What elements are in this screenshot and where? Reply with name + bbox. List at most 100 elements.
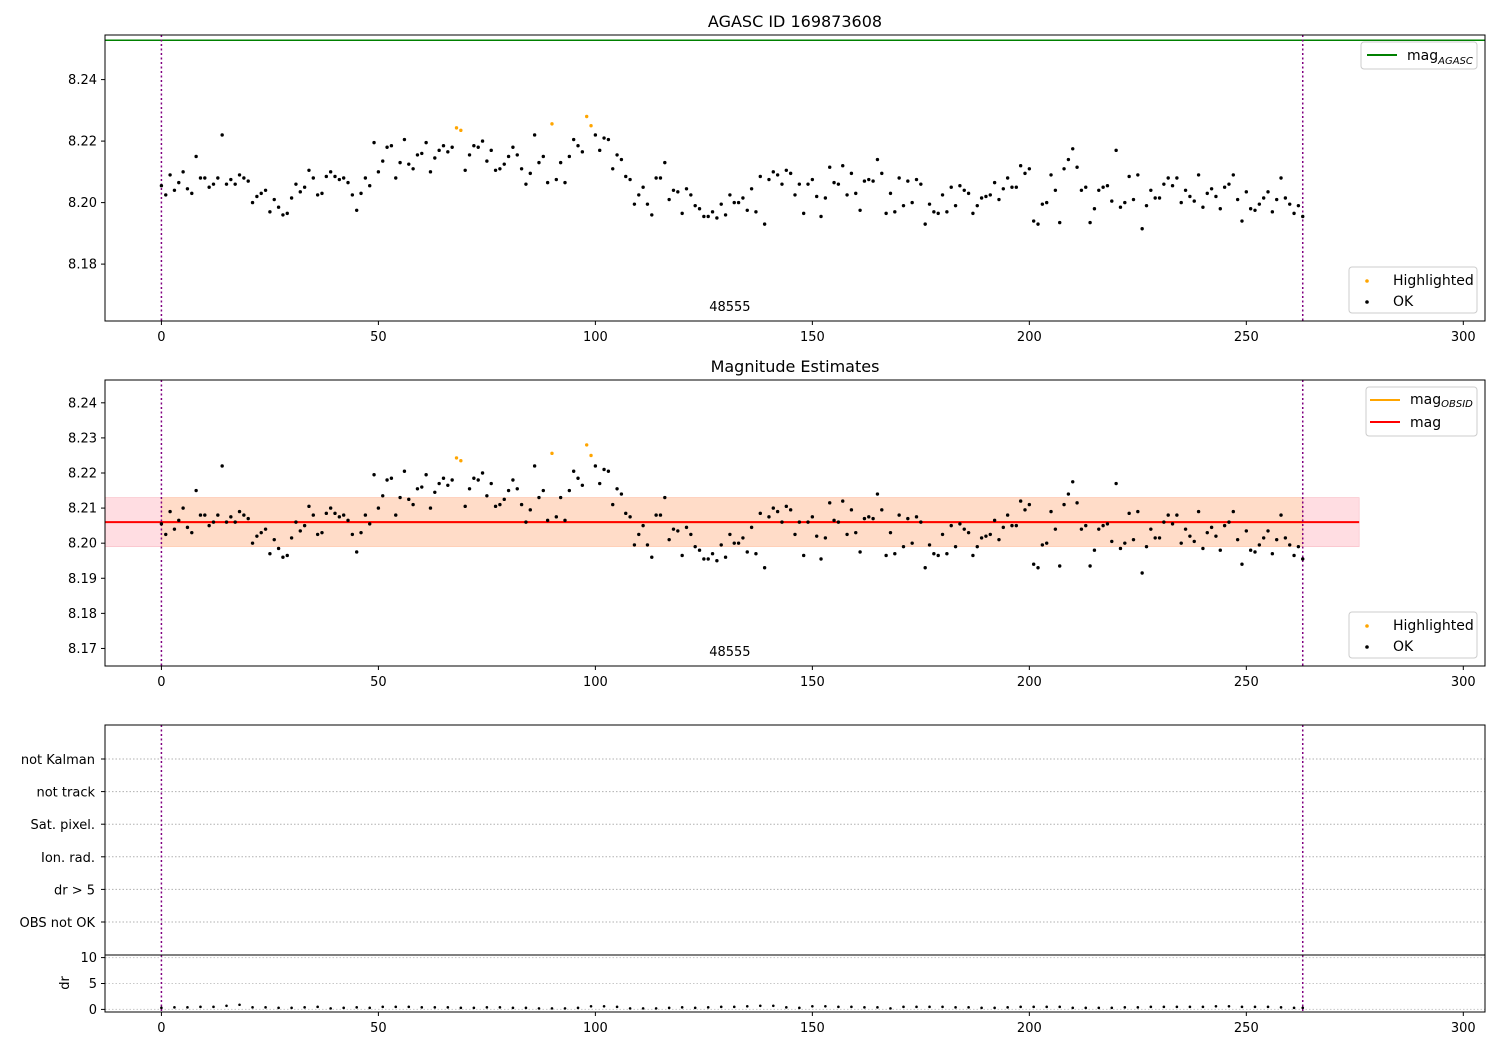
agasc-ok-point <box>1153 196 1157 200</box>
agasc-ok-point <box>1257 202 1262 206</box>
agasc-ok-point <box>211 182 216 186</box>
agasc-ok-point <box>1058 220 1062 225</box>
magest-ok-point <box>828 501 832 505</box>
magest-xtick-label-200: 200 <box>1017 675 1042 690</box>
agasc-ok-point <box>654 176 658 180</box>
magest-ok-point <box>1301 557 1305 561</box>
magest-ok-point <box>272 537 276 542</box>
magest-ok-point <box>749 525 754 530</box>
legend-mag-agasc-label: mag <box>1407 48 1438 64</box>
dr-point <box>1058 1005 1062 1009</box>
dr-point <box>563 1007 567 1010</box>
magest-ok-point <box>1005 513 1010 517</box>
agasc-ok-point <box>693 203 697 208</box>
agasc-ok-point <box>346 180 350 185</box>
magest-ok-point <box>858 550 862 554</box>
agasc-panel: AGASC ID 169873608 0 50 100 150 200 250 300 8.1… <box>68 12 1486 345</box>
agasc-ok-point <box>1214 194 1218 199</box>
agasc-ok-point <box>940 193 945 197</box>
magest-ok-point <box>875 492 880 496</box>
agasc-ok-point <box>719 202 723 206</box>
agasc-ok-point <box>472 144 476 148</box>
magest-ok-point <box>502 497 506 502</box>
flag-label-5: OBS not OK <box>20 916 96 931</box>
dr-point <box>420 1006 424 1009</box>
agasc-ok-point <box>884 211 888 216</box>
agasc-xtick-label-100: 100 <box>583 330 608 345</box>
agasc-ok-point <box>498 167 502 171</box>
agasc-ok-point <box>1071 147 1075 151</box>
magest-ok-point <box>1257 543 1262 547</box>
agasc-ok-point <box>945 210 949 214</box>
agasc-ok-point <box>229 177 233 182</box>
magest-ok-point <box>1261 536 1266 540</box>
agasc-ok-point <box>762 222 767 226</box>
dr-point <box>693 1006 697 1010</box>
dr-xtick-label-250: 250 <box>1234 1021 1259 1036</box>
agasc-ok-point <box>667 197 671 202</box>
agasc-ok-point <box>702 214 706 219</box>
magest-ok-point <box>203 513 207 517</box>
magest-ok-point <box>975 544 979 549</box>
magest-ok-point <box>1071 480 1075 484</box>
magest-ok-point <box>1296 544 1301 549</box>
magest-ok-point <box>268 552 272 556</box>
dr-point <box>811 1005 814 1008</box>
agasc-ok-point <box>467 153 472 157</box>
magest-ok-point <box>719 543 723 547</box>
agasc-ok-point <box>671 188 676 193</box>
agasc-ok-point <box>350 193 355 197</box>
dr-point <box>745 1005 749 1008</box>
agasc-ok-point <box>1266 190 1270 194</box>
agasc-ok-point <box>242 176 246 180</box>
legend-lower-agasc: Highlighted OK <box>1348 266 1478 314</box>
magest-ok-point <box>1062 502 1066 507</box>
agasc-ok-point <box>1288 202 1292 206</box>
magest-ok-point <box>1058 564 1062 568</box>
legend-upper-agasc: magAGASC <box>1360 41 1478 70</box>
magest-ok-point <box>1066 492 1071 496</box>
agasc-ok-point <box>524 182 528 186</box>
agasc-ok-point <box>302 185 307 189</box>
agasc-ok-point <box>810 177 815 182</box>
magest-ok-point <box>1192 539 1196 544</box>
magest-ok-point <box>190 530 194 535</box>
agasc-ok-point <box>741 196 745 200</box>
magest-ok-point <box>615 487 619 491</box>
magest-ok-point <box>650 555 654 559</box>
agasc-ok-point <box>953 203 958 208</box>
agasc-ok-point <box>411 167 415 171</box>
dr-point <box>1149 1005 1153 1009</box>
agasc-xtick-label-50: 50 <box>370 330 387 345</box>
dr-point <box>758 1004 762 1008</box>
magest-ytick-label-1: 8.18 <box>68 607 97 622</box>
magest-ok-point <box>645 543 650 547</box>
agasc-ok-point <box>927 202 932 206</box>
agasc-highlighted-point <box>589 124 593 128</box>
magest-ok-point <box>1153 536 1157 540</box>
dr-point <box>680 1006 684 1009</box>
magest-ok-point <box>927 543 932 547</box>
agasc-ok-point <box>315 193 320 197</box>
magest-ok-point <box>676 529 680 533</box>
magest-ok-point <box>971 553 975 558</box>
dr-point <box>1240 1005 1244 1009</box>
agasc-ok-point <box>181 170 185 174</box>
agasc-ok-point <box>1092 207 1097 211</box>
agasc-ok-point <box>1088 220 1092 225</box>
dr-point <box>368 1006 372 1010</box>
magest-ok-point <box>433 490 437 494</box>
agasc-ok-point <box>1175 176 1179 180</box>
agasc-ok-point <box>992 180 997 185</box>
dr-point <box>394 1005 398 1009</box>
dr-point <box>1097 1006 1101 1010</box>
magest-ok-point <box>728 532 732 537</box>
dr-point <box>212 1005 215 1009</box>
agasc-ok-point <box>224 182 229 186</box>
magest-ok-point <box>1218 548 1222 552</box>
dr-point <box>798 1006 801 1010</box>
agasc-ok-point <box>1218 207 1222 211</box>
dr-point <box>316 1005 319 1009</box>
magest-ok-point <box>229 515 233 519</box>
magest-ok-point <box>841 499 845 503</box>
